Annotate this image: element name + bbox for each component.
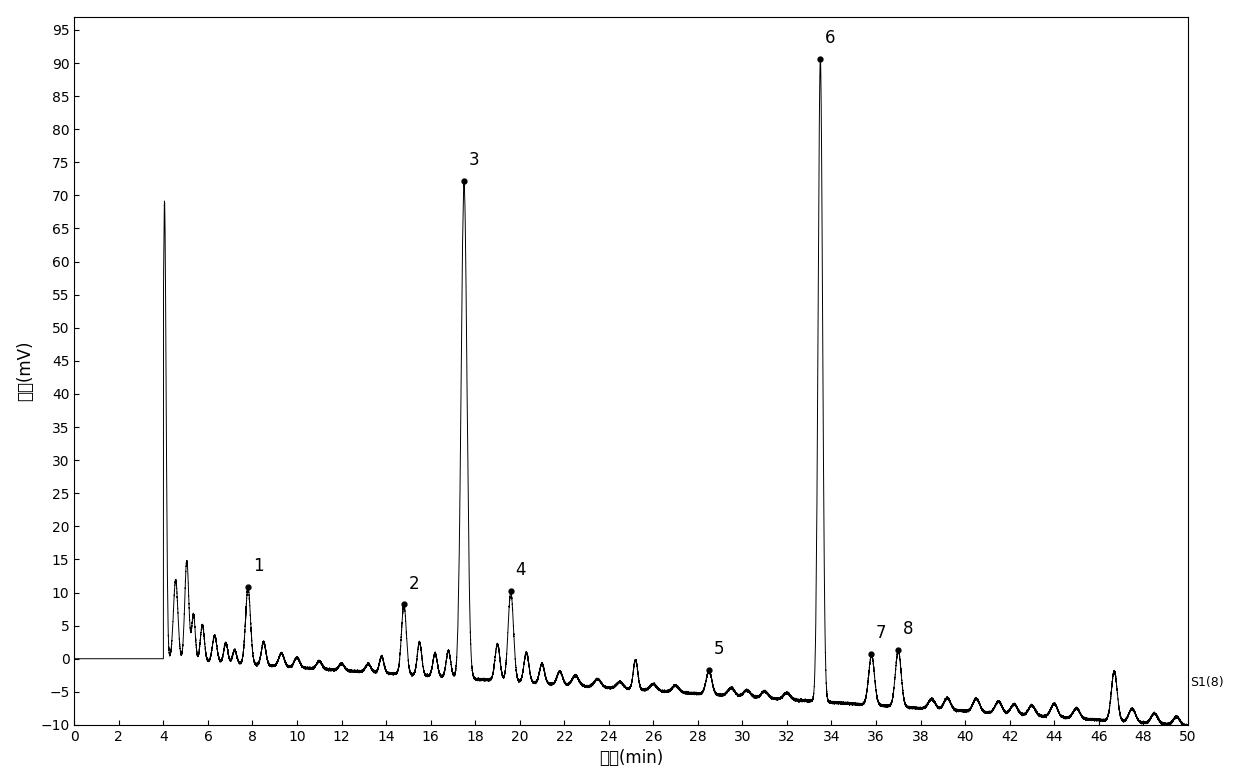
Text: 6: 6 bbox=[825, 30, 836, 47]
Text: 5: 5 bbox=[714, 640, 724, 658]
Text: S1(8): S1(8) bbox=[1190, 676, 1224, 689]
Text: 2: 2 bbox=[408, 575, 419, 593]
Y-axis label: 信号(mV): 信号(mV) bbox=[16, 340, 35, 401]
Text: 1: 1 bbox=[253, 557, 263, 575]
Text: 3: 3 bbox=[469, 151, 479, 169]
Text: 8: 8 bbox=[903, 620, 913, 638]
X-axis label: 时间(min): 时间(min) bbox=[599, 750, 663, 768]
Text: 4: 4 bbox=[515, 561, 526, 579]
Text: 7: 7 bbox=[875, 624, 887, 642]
